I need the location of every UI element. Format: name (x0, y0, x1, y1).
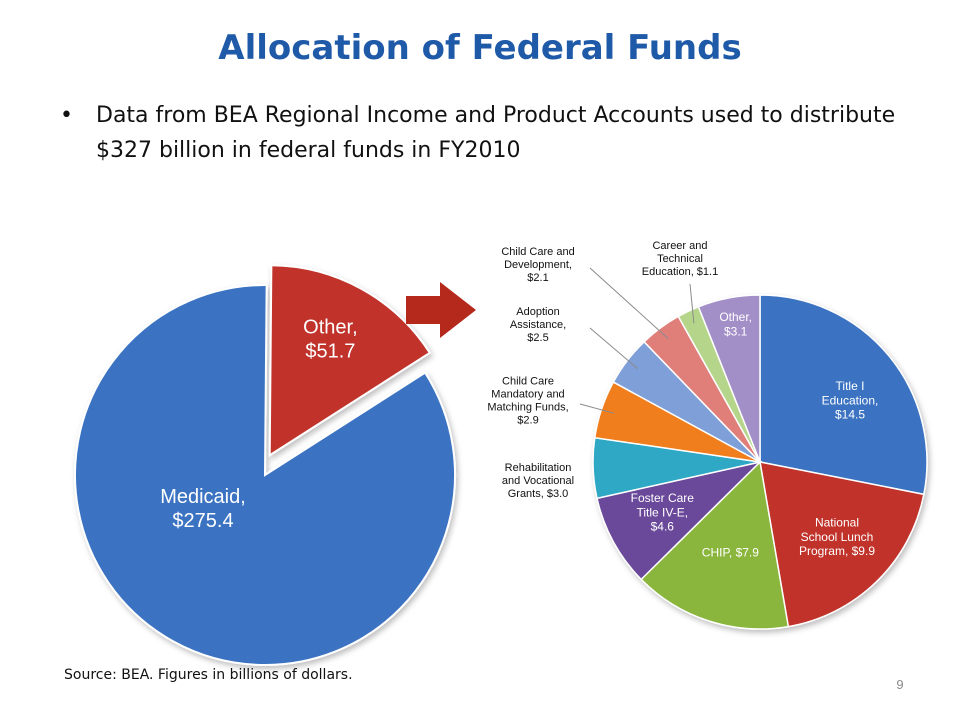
slice-other (697, 294, 761, 463)
medicaid-pie-labels: Other, $51.7 Medicaid, $275.4 (160, 317, 357, 532)
leader-line (589, 327, 639, 370)
slice-label-title-i-education-14-5: Title I Education, $14.5 (822, 379, 879, 421)
other-funds-pie-labels: Title I Education, $14.5 National School Lun… (487, 240, 878, 560)
slice-national (759, 461, 925, 628)
page-number: 9 (896, 677, 904, 692)
slice-label-medicaid: Medicaid, $275.4 (160, 486, 246, 532)
slice-medicaid (74, 284, 456, 666)
slice-label-rehabilitation-and-vocational-grants-3-0: Rehabilitation and Vocational Grants, $3.0 (502, 462, 574, 500)
bullet-item: • Data from BEA Regional Income and Prod… (60, 98, 920, 168)
slice-label-career-and-technical-education-1-1: Career and Technical Education, $1.1 (642, 240, 718, 278)
slice-label-adoption-assistance-2-5: Adoption Assistance, $2.5 (510, 306, 566, 344)
slice-chip-7-9 (640, 460, 790, 630)
slice-label-national-school-lunch-program-9-9: National School Lunch Program, $9.9 (799, 516, 875, 558)
leader-line (689, 283, 695, 324)
slice-label-child-care-mandatory-and-matching-funds-2-9: Child Care Mandatory and Matching Funds, $2… (487, 376, 568, 427)
source-note: Source: BEA. Figures in billions of doll… (64, 667, 353, 683)
slice-label-child-care-and-development-2-1: Child Care and Development, $2.1 (501, 246, 574, 284)
medicaid-pie-chart (74, 264, 456, 666)
bullet-text: Data from BEA Regional Income and Produc… (96, 103, 896, 163)
slice-title-i (759, 294, 928, 496)
slice-label-other: Other, $51.7 (303, 317, 357, 363)
bullet-list: • Data from BEA Regional Income and Prod… (60, 98, 920, 168)
slide-title: Allocation of Federal Funds (218, 28, 742, 68)
other-funds-pie-chart (592, 294, 928, 630)
slice-label-other-3-1: Other, $3.1 (719, 310, 752, 338)
leader-line (579, 403, 615, 414)
slice-label-foster-care-title-iv-e-4-6: Foster Care Title IV-E, $4.6 (631, 491, 695, 533)
leader-line (589, 267, 669, 340)
slice-label-chip-7-9: CHIP, $7.9 (702, 546, 759, 560)
slice-other (268, 264, 432, 458)
right-arrow-icon (406, 282, 476, 338)
slice-foster-care (596, 460, 763, 581)
leader-lines (579, 267, 695, 414)
bullet-marker: • (60, 103, 73, 128)
